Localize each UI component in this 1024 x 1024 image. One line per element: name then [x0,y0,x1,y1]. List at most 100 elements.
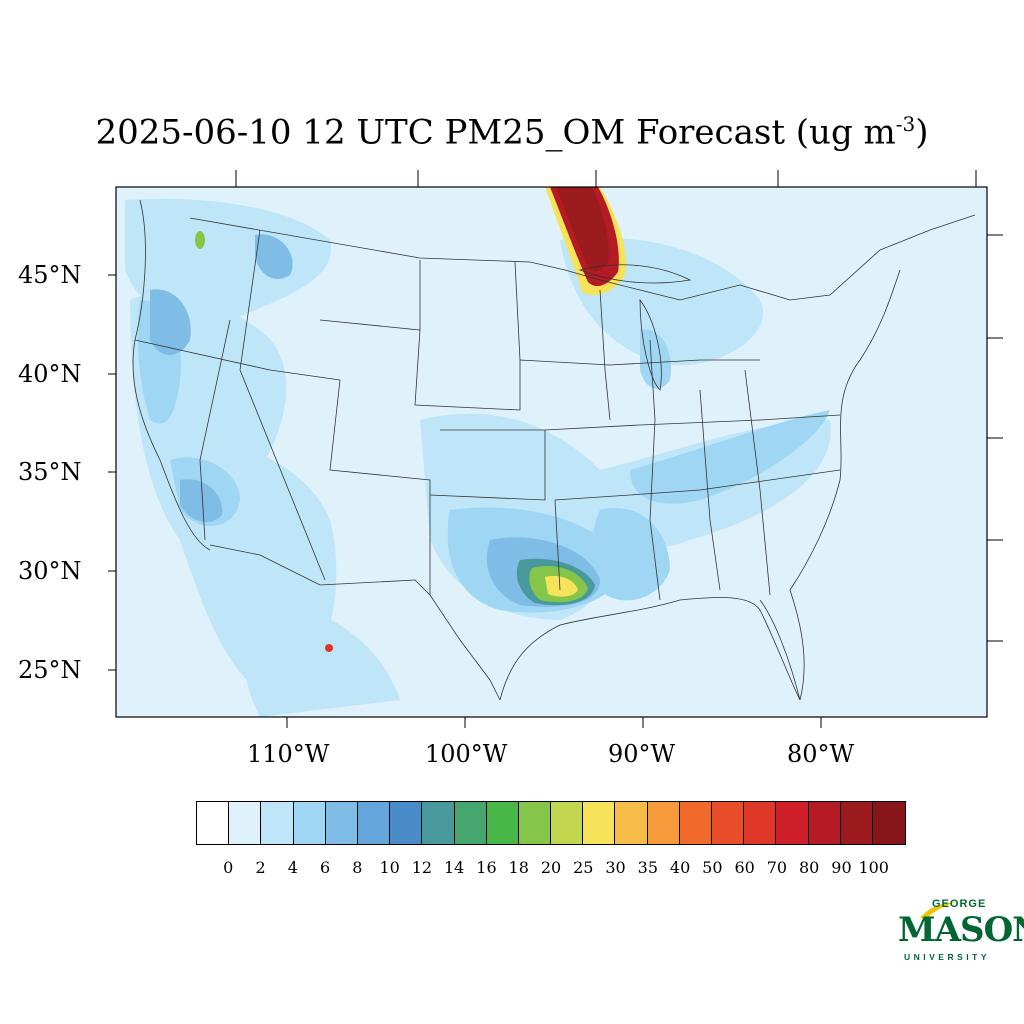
west-coast [132,199,211,551]
colorbar-label: 90 [831,858,852,877]
state-line-1 [239,229,326,581]
colorbar-label: 70 [766,858,788,877]
title-text: 2025-06-10 12 UTC PM25_OM Forecast (ug m [95,112,896,153]
colorbar-swatch [615,802,648,844]
colorbar-swatch [744,802,777,844]
state-line-2 [134,339,341,381]
colorbar-swatch [840,802,873,844]
colorbar-label: 4 [287,858,298,877]
east-coast [789,269,901,701]
colorbar-label: 30 [605,858,626,877]
george-mason-logo: GEORGE MASON UNIVERSITY [898,898,1024,968]
field-wa-hotspot [195,231,205,249]
lat-label-30: 30°N [18,557,82,585]
colorbar-swatch [776,802,809,844]
lon-label-80: 80°W [787,740,855,768]
state-line-4 [329,379,431,595]
colorbar-swatch [261,802,294,844]
colorbar-label: 50 [702,858,723,877]
colorbar-swatch [583,802,616,844]
colorbar-swatch [808,802,841,844]
state-line-13 [519,359,760,366]
colorbar-label: 2 [255,858,266,877]
state-line-9 [599,289,611,421]
colorbar-label: 16 [476,858,497,877]
colorbar-swatch [454,802,487,844]
lat-label-40: 40°N [18,360,82,388]
great-lake-michigan [639,298,662,391]
colorbar-swatch [197,802,230,844]
colorbar-label: 60 [734,858,755,877]
gulf-coast [499,597,801,701]
lat-label-45: 45°N [18,261,82,289]
colorbar-label: 35 [637,858,658,877]
us-canada-border [189,214,976,301]
lat-label-35: 35°N [18,458,82,486]
colorbar-label: 0 [223,858,234,877]
colorbar-label: 25 [573,858,594,877]
title-exponent: -3 [895,112,916,136]
colorbar-swatch [679,802,712,844]
lon-label-100: 100°W [425,740,508,768]
colorbar-label: 80 [798,858,820,877]
state-line-15 [199,319,231,541]
colorbar-swatch [712,802,745,844]
field-texas-25-30 [545,575,578,597]
field-pacnw-6-8 [150,289,191,355]
state-line-5 [414,261,521,411]
colorbar-swatch [518,802,552,844]
colorbar-label: 20 [540,858,562,877]
logo-line1: GEORGE [932,898,987,910]
lon-label-90: 90°W [608,740,676,768]
colorbar-swatch [647,802,680,844]
tick-marks [108,170,1003,728]
colorbar-swatch [422,802,455,844]
colorbar-label: 6 [319,858,331,877]
field-appalachia-4-6 [630,410,830,504]
state-line-6 [429,429,546,501]
colorbar-label: 14 [443,858,465,877]
colorbar-label: 40 [669,858,691,877]
great-lake-superior [578,264,692,284]
colorbar-label: 10 [379,858,400,877]
lon-label-110: 110°W [247,740,330,768]
logo-line3: UNIVERSITY [904,952,991,962]
colorbar-swatch [325,802,358,844]
title-close: ) [915,112,929,153]
field-mexico-point [325,644,333,652]
field-mississippi-4-6 [592,508,670,601]
map-frame [115,186,988,718]
colorbar-swatch [293,802,326,844]
state-line-10 [649,339,661,601]
logo-swoosh [920,902,956,919]
map-title: 2025-06-10 12 UTC PM25_OM Forecast (ug m… [0,112,1024,152]
field-mexico-2-4 [243,600,400,717]
logo-line2: MASON [898,910,1024,950]
concentration-field [125,187,831,717]
colorbar-swatch [551,802,584,844]
us-mexico-border [209,544,501,701]
colorbar-swatch [229,802,262,844]
state-line-7 [544,414,841,431]
colorbar-label: 18 [508,858,529,877]
colorbar-label: 12 [411,858,433,877]
plume-peak [556,187,609,272]
colorbar-label: 100 [858,858,889,877]
colorbar-label: 8 [352,858,363,877]
field-lake-4-6 [640,329,671,389]
field-idaho-6-8 [255,234,293,279]
state-line-8 [554,469,841,501]
state-line-11 [699,389,721,591]
boundaries [132,199,976,701]
field-pacnw-2-4 [125,198,332,323]
florida-peninsula [759,599,801,701]
colorbar-swatch [390,802,423,844]
colorbar-swatch [357,802,391,844]
colorbar-swatch [486,802,519,844]
colorbar [196,801,906,845]
lat-label-25: 25°N [18,656,82,684]
colorbar-swatch [872,802,906,844]
state-line-14 [554,499,561,591]
field-sierra-6-8 [180,479,223,523]
